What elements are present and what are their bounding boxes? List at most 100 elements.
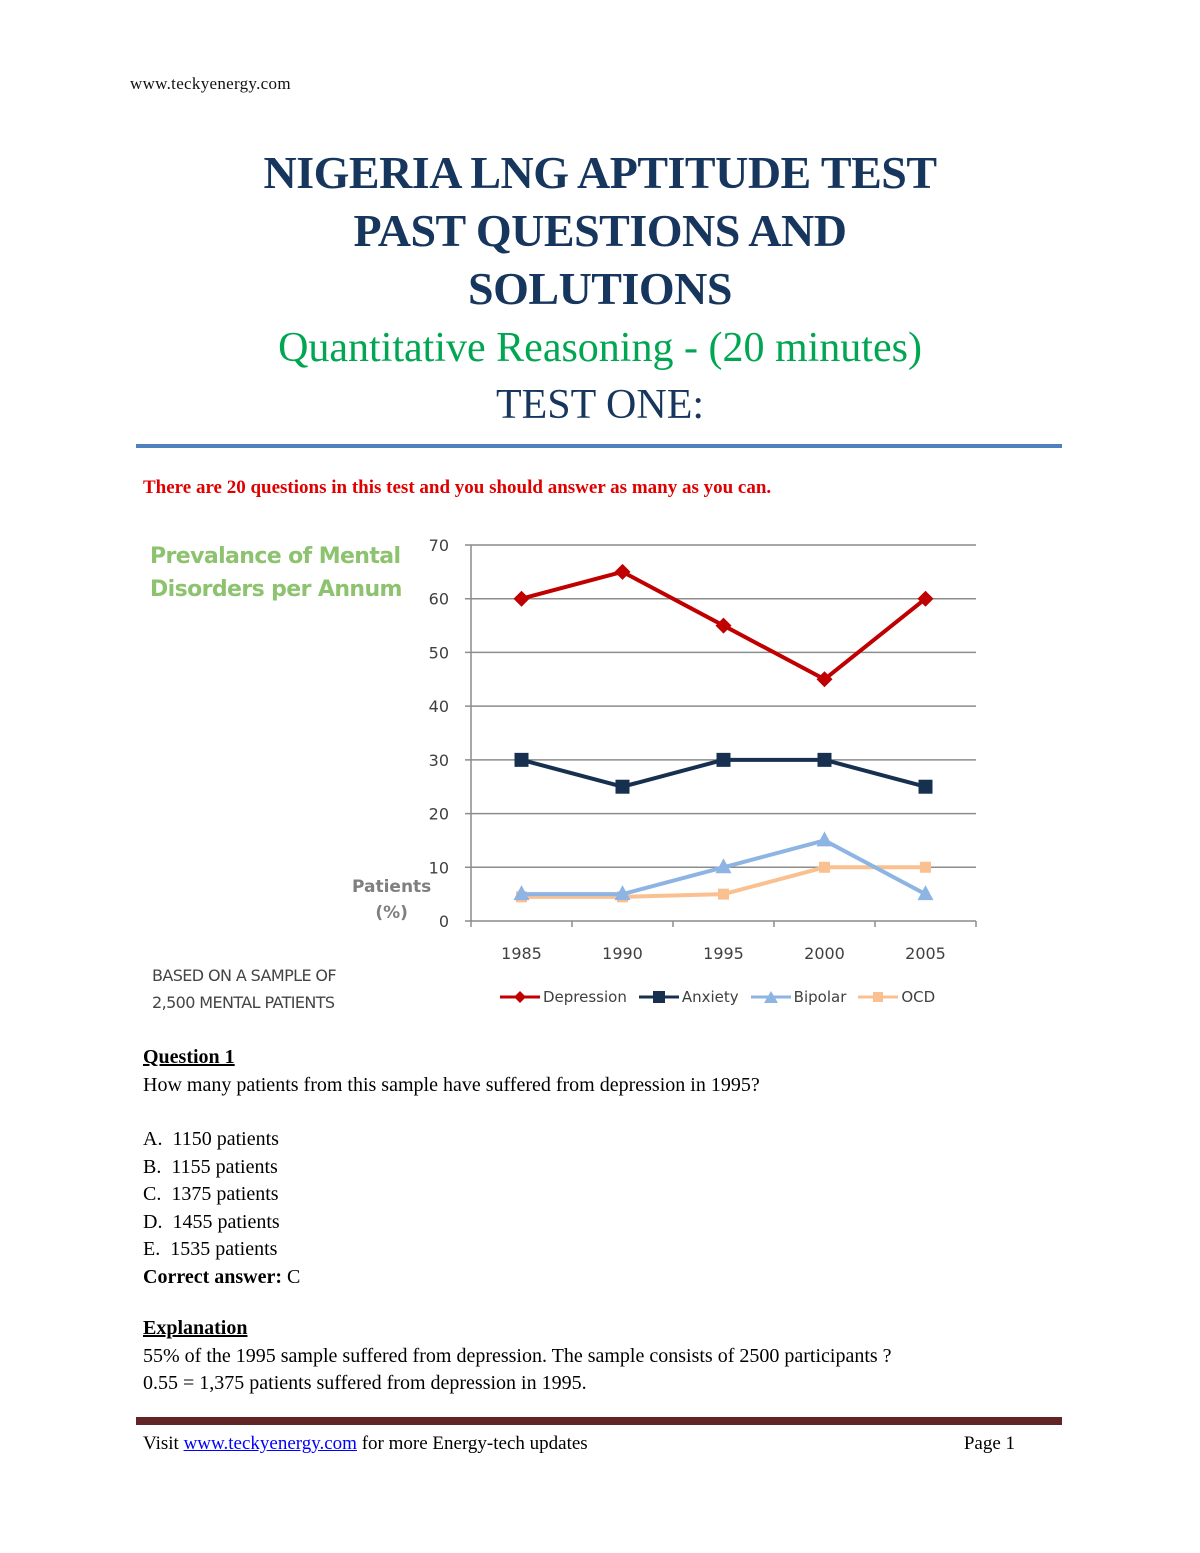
option-text: 1535 patients xyxy=(170,1238,278,1260)
svg-text:60: 60 xyxy=(429,590,449,609)
site-header: www.teckyenergy.com xyxy=(130,74,291,93)
x-axis-tick-labels: 1985 1990 1995 2000 2005 xyxy=(501,944,946,963)
option-e: E. 1535 patients xyxy=(143,1236,760,1264)
footer-suffix: for more Energy-tech updates xyxy=(356,1433,588,1454)
option-letter: A. xyxy=(143,1128,163,1150)
chart-title: Prevalance of Mental Disorders per Annum xyxy=(150,540,402,606)
subtitle: Quantitative Reasoning - (20 minutes) xyxy=(278,325,922,371)
explanation-title: Explanation xyxy=(143,1317,248,1339)
sample-note-line-1: BASED ON A SAMPLE OF xyxy=(152,966,337,985)
option-text: 1155 patients xyxy=(171,1155,278,1178)
legend-label: Bipolar xyxy=(793,988,847,1006)
correct-answer: Correct answer: C xyxy=(143,1264,760,1292)
y-axis-tick-labels: 0 10 20 30 40 50 60 70 xyxy=(429,536,449,931)
square-marker-icon xyxy=(819,861,830,873)
footer-site-link[interactable]: www.teckyenergy.com xyxy=(183,1433,357,1454)
footer-text: Visit www.teckyenergy.com for more Energ… xyxy=(143,1433,588,1455)
option-text: 1455 patients xyxy=(172,1210,280,1233)
test-label: TEST ONE: xyxy=(495,382,705,428)
triangle-marker-icon xyxy=(614,885,631,901)
chart-axes xyxy=(465,545,977,927)
square-marker-icon xyxy=(716,752,731,767)
explanation-line-2: 0.55 = 1,375 patients suffered from depr… xyxy=(143,1372,587,1394)
legend-item-anxiety: Anxiety xyxy=(638,988,739,1006)
title-block: NIGERIA LNG APTITUDE TEST PAST QUESTIONS… xyxy=(0,144,1200,434)
title-line-2: PAST QUESTIONS AND xyxy=(353,205,847,256)
diamond-marker-icon xyxy=(614,563,631,580)
question-1: Question 1 How many patients from this s… xyxy=(143,1044,760,1291)
legend-item-ocd: OCD xyxy=(858,988,935,1006)
diamond-marker-icon xyxy=(816,671,833,688)
option-text: 1150 patients xyxy=(172,1128,279,1150)
legend-label: Depression xyxy=(543,988,627,1006)
option-letter: C. xyxy=(143,1183,162,1205)
option-d: D. 1455 patients xyxy=(143,1209,760,1237)
square-marker-icon xyxy=(514,752,529,767)
question-text: How many patients from this sample have … xyxy=(143,1073,760,1096)
y-axis-label-line-1: Patients xyxy=(352,877,432,897)
chart-series xyxy=(513,563,934,903)
explanation: Explanation 55% of the 1995 sample suffe… xyxy=(143,1315,892,1398)
title-line-1: NIGERIA LNG APTITUDE TEST xyxy=(263,147,937,198)
triangle-marker-icon xyxy=(917,885,934,901)
explanation-line-1: 55% of the 1995 sample suffered from dep… xyxy=(143,1344,892,1367)
diamond-marker-icon xyxy=(500,991,540,1003)
square-marker-icon xyxy=(638,991,679,1003)
square-marker-icon xyxy=(817,752,832,767)
option-b: B. 1155 patients xyxy=(143,1154,760,1182)
triangle-marker-icon xyxy=(816,831,833,847)
series-bipolar xyxy=(513,831,934,901)
footer-divider xyxy=(136,1417,1062,1425)
svg-text:20: 20 xyxy=(429,805,449,824)
diamond-marker-icon xyxy=(917,590,934,607)
svg-text:2000: 2000 xyxy=(804,944,845,963)
triangle-marker-icon xyxy=(715,858,732,874)
series-anxiety xyxy=(514,752,933,794)
legend-label: OCD xyxy=(901,988,936,1006)
sample-note-line-2: 2,500 MENTAL PATIENTS xyxy=(152,993,335,1012)
series-depression xyxy=(513,563,934,688)
svg-text:1990: 1990 xyxy=(602,944,643,963)
diamond-marker-icon xyxy=(513,590,530,607)
y-axis-label: Patients (%) xyxy=(352,874,431,926)
page-number: Page 1 xyxy=(963,1433,1015,1454)
option-letter: E. xyxy=(143,1238,161,1260)
svg-text:0: 0 xyxy=(439,912,449,931)
title-line-3: SOLUTIONS xyxy=(468,263,732,314)
intro-text: There are 20 questions in this test and … xyxy=(143,477,772,498)
square-marker-icon xyxy=(718,888,729,900)
chart-legend: Depression Anxiety Bipolar OCD xyxy=(500,988,941,1006)
page-footer: Visit www.teckyenergy.com for more Energ… xyxy=(143,1433,1043,1455)
square-marker-icon xyxy=(858,992,899,1002)
correct-answer-label: Correct answer: xyxy=(143,1265,283,1288)
question-title: Question 1 xyxy=(143,1046,235,1068)
svg-text:1985: 1985 xyxy=(501,944,542,963)
line-chart: 0 10 20 30 40 50 60 70 1985 1990 1995 2000 2005 xyxy=(429,536,977,963)
svg-text:10: 10 xyxy=(429,858,449,877)
option-c: C. 1375 patients xyxy=(143,1181,760,1209)
square-marker-icon xyxy=(920,861,931,873)
option-letter: B. xyxy=(143,1155,162,1178)
svg-text:2005: 2005 xyxy=(905,944,946,963)
y-axis-label-line-2: (%) xyxy=(375,903,408,923)
top-divider xyxy=(136,444,1062,448)
option-a: A. 1150 patients xyxy=(143,1126,760,1154)
svg-text:1995: 1995 xyxy=(703,944,744,963)
diamond-marker-icon xyxy=(715,617,732,634)
chart-title-line-1: Prevalance of Mental xyxy=(150,544,401,569)
svg-text:50: 50 xyxy=(429,643,449,662)
legend-item-bipolar: Bipolar xyxy=(750,988,847,1006)
square-marker-icon xyxy=(615,779,630,794)
option-text: 1375 patients xyxy=(171,1183,279,1205)
square-marker-icon xyxy=(918,779,933,794)
footer-prefix: Visit xyxy=(143,1433,184,1454)
triangle-marker-icon xyxy=(750,991,791,1003)
svg-text:40: 40 xyxy=(429,697,449,716)
chart-title-line-2: Disorders per Annum xyxy=(150,577,402,602)
legend-label: Anxiety xyxy=(681,988,739,1006)
spacer xyxy=(143,1099,760,1126)
svg-text:70: 70 xyxy=(429,536,449,555)
legend-item-depression: Depression xyxy=(500,988,627,1006)
sample-note: BASED ON A SAMPLE OF 2,500 MENTAL PATIEN… xyxy=(152,962,337,1016)
triangle-marker-icon xyxy=(513,885,530,901)
